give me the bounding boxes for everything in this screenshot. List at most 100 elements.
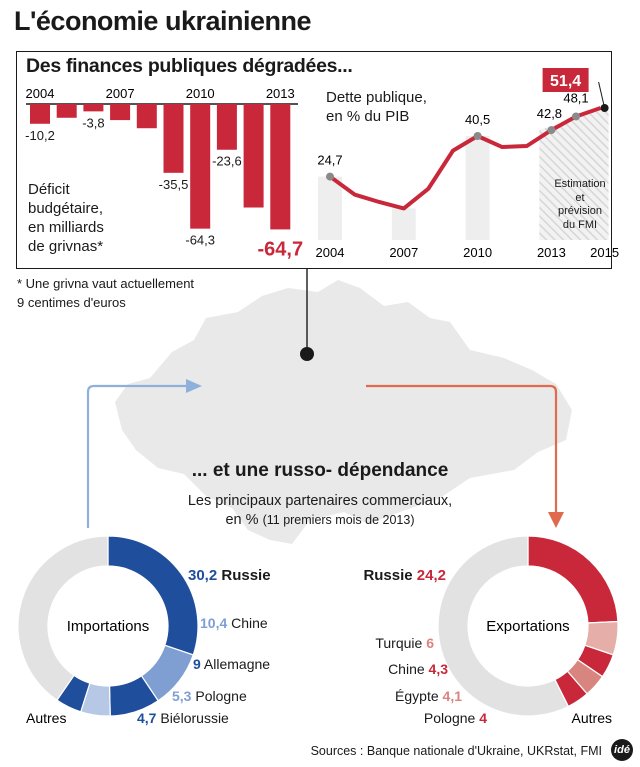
- deficit-year-tick: 2013: [266, 86, 295, 101]
- donut-other-label: Autres: [572, 710, 612, 726]
- ide-logo: idé: [611, 739, 633, 761]
- debt-background-column: [318, 176, 342, 240]
- donut-center-label: Importations: [67, 618, 150, 635]
- donut-legend-part: Turquie: [375, 635, 426, 651]
- debt-value-label: 48,1: [563, 90, 588, 105]
- deficit-bar: [110, 104, 131, 121]
- deficit-bar: [136, 104, 157, 129]
- donut-legend-label: Russie 24,2: [363, 567, 446, 584]
- deficit-value-label: -35,5: [159, 177, 189, 192]
- debt-value-label: 42,8: [537, 106, 562, 121]
- donut-slice: [527, 535, 619, 624]
- deficit-value-label: -64,3: [185, 233, 215, 248]
- donut-slice: [17, 535, 109, 701]
- donut-legend-label: Égypte 4,1: [395, 688, 462, 704]
- debt-point: [473, 131, 482, 140]
- debt-label-line: en % du PIB: [326, 108, 410, 125]
- donut-legend-part: 30,2: [188, 567, 217, 584]
- kiev-dot: [300, 347, 314, 361]
- debt-year-tick: 2010: [463, 245, 492, 260]
- donut-legend-label: 5,3 Pologne: [172, 688, 247, 704]
- debt-label-line: Dette publique,: [326, 89, 427, 106]
- deficit-label: Déficit budgétaire, en milliards de griv…: [28, 180, 104, 256]
- donut-legend-part: Pologne: [424, 710, 479, 726]
- footnote-line: * Une grivna vaut actuellement: [17, 276, 195, 291]
- deficit-bar: [190, 104, 211, 229]
- donut-legend-part: Pologne: [191, 688, 246, 704]
- donut-legend-part: Russie: [363, 567, 416, 584]
- debt-callout-line: [598, 81, 606, 109]
- donut-legend-label: 30,2 Russie: [188, 567, 271, 584]
- deficit-bar: [216, 104, 237, 150]
- donut-legend-label: 4,7 Biélorussie: [137, 710, 229, 726]
- footnote-line: 9 centimes d'euros: [17, 295, 126, 310]
- donut-legend-label: Turquie 6: [375, 635, 434, 651]
- subtitle-note: (11 premiers mois de 2013): [262, 513, 415, 527]
- deficit-label-line: budgétaire,: [28, 200, 104, 217]
- section-title: ... et une russo- dépendance: [191, 460, 449, 481]
- footnote: * Une grivna vaut actuellement 9 centime…: [17, 274, 277, 312]
- forecast-zone: [539, 108, 609, 240]
- deficit-label-line: Déficit: [28, 181, 70, 198]
- donut-legend-part: 9: [193, 656, 201, 672]
- subtitle-unit: en %: [225, 512, 263, 528]
- donut-legend-part: 24,2: [417, 567, 446, 584]
- debt-background-column: [465, 135, 490, 240]
- deficit-bar: [83, 104, 104, 112]
- debt-value-label: 51,4: [550, 73, 581, 90]
- donut-legend-part: 10,4: [200, 615, 227, 631]
- forecast-label-line: prévision: [557, 205, 603, 217]
- donut-legend-label: Pologne 4: [424, 710, 487, 726]
- donut-legend-part: Russie: [217, 567, 270, 584]
- deficit-year-tick: 2004: [26, 86, 55, 101]
- debt-point: [572, 112, 580, 121]
- debt-callout-box: [542, 68, 589, 92]
- deficit-bar: [243, 104, 264, 208]
- donut-legend-part: Chine: [388, 661, 428, 677]
- donut-legend-label: 9 Allemagne: [193, 656, 270, 672]
- debt-value-label: 40,5: [465, 112, 490, 127]
- deficit-year-tick: 2010: [186, 86, 215, 101]
- subtitle-main: Les principaux partenaires commerciaux,: [187, 493, 453, 509]
- deficit-bar: [163, 104, 184, 173]
- deficit-value-label: -10,2: [25, 128, 55, 143]
- sources: Sources : Banque nationale d'Ukraine, UK…: [310, 744, 602, 758]
- deficit-bar: [270, 104, 291, 230]
- deficit-year-tick: 2007: [106, 86, 135, 101]
- deficit-bar: [56, 104, 77, 118]
- forecast-label-line: et: [575, 191, 585, 204]
- section-subtitle: Les principaux partenaires commerciaux, …: [0, 492, 640, 530]
- debt-background-column: [391, 208, 416, 240]
- donut-center-label: Exportations: [486, 618, 569, 635]
- debt-year-tick: 2004: [316, 245, 345, 260]
- donut-legend-part: Allemagne: [201, 656, 270, 672]
- deficit-value-label: -23,6: [212, 154, 242, 169]
- donut-legend-part: Égypte: [395, 688, 442, 704]
- export-arrow-head: [548, 512, 564, 528]
- debt-year-tick: 2015: [590, 245, 619, 260]
- deficit-label-line: en milliards: [28, 219, 104, 236]
- donut-other-label: Autres: [26, 710, 66, 726]
- debt-label: Dette publique, en % du PIB: [326, 88, 427, 126]
- forecast-label: Estimation et prévision du FMI: [548, 178, 612, 232]
- debt-year-tick: 2007: [389, 245, 418, 260]
- import-arrow-head: [186, 379, 202, 393]
- deficit-bar: [30, 104, 50, 124]
- donut-legend-part: 4,3: [429, 661, 449, 677]
- debt-year-tick: 2013: [537, 245, 566, 260]
- debt-line: [328, 106, 602, 211]
- debt-point: [326, 172, 334, 181]
- panel-title: Des finances publiques dégradées...: [26, 55, 353, 77]
- donut-legend-part: 6: [426, 635, 434, 651]
- page-title: L'économie ukrainienne: [14, 6, 312, 36]
- donut-legend-part: 4,7: [137, 710, 157, 726]
- donut-legend-part: 4: [479, 710, 487, 726]
- debt-value-label: 24,7: [317, 153, 342, 168]
- forecast-label-line: Estimation: [554, 178, 606, 190]
- donut-legend-label: Chine 4,3: [388, 661, 448, 677]
- donut-slice: [437, 535, 570, 717]
- donut-legend-part: 5,3: [172, 688, 192, 704]
- deficit-value-label: -64,7: [258, 238, 304, 260]
